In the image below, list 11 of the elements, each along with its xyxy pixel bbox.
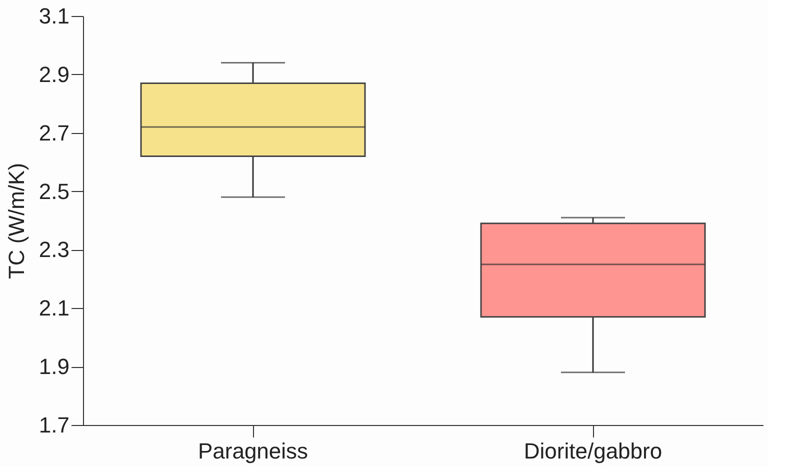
- y-axis-title: TC (W/m/K): [4, 162, 29, 280]
- y-tick-label: 1.7: [38, 412, 70, 438]
- y-tick-label: 2.9: [38, 62, 70, 87]
- y-tick-label: 2.3: [38, 237, 70, 262]
- y-tick-label: 2.5: [38, 178, 70, 204]
- y-tick-label: 2.7: [38, 120, 70, 146]
- y-tick-label: 3.1: [38, 4, 70, 28]
- y-tick-label: 1.9: [38, 354, 70, 380]
- y-tick-label: 2.1: [38, 296, 70, 321]
- x-tick-label: Diorite/gabbro: [524, 438, 662, 464]
- x-tick-label: Paragneiss: [198, 438, 308, 464]
